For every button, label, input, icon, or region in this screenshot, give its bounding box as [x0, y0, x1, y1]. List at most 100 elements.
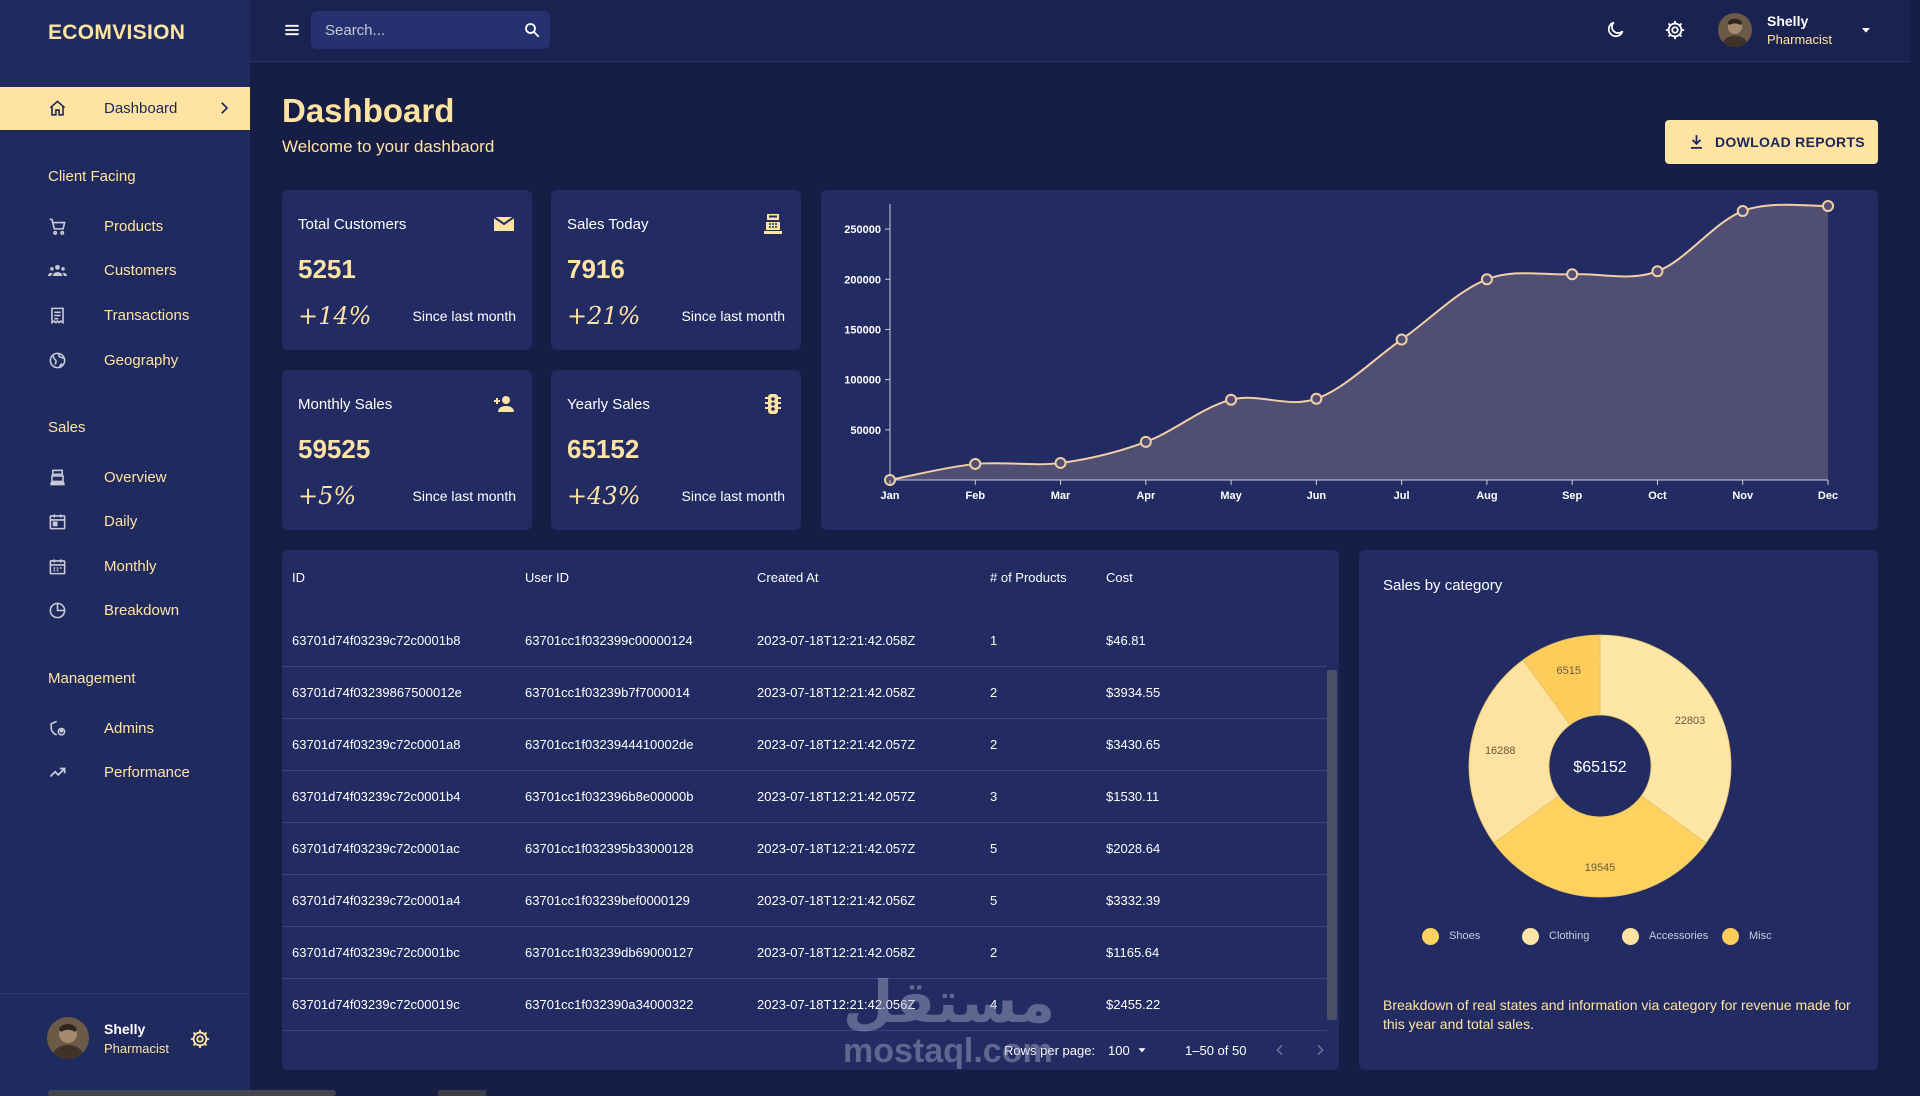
sidebar-item-dashboard[interactable]: Dashboard — [0, 87, 250, 130]
pie-slice[interactable] — [1522, 634, 1601, 726]
pie-slice[interactable] — [1493, 795, 1707, 898]
table-scrollbar[interactable] — [1327, 670, 1337, 1020]
search-icon[interactable] — [523, 21, 541, 39]
cell-cost: $46.81 — [1106, 633, 1146, 648]
search-input[interactable] — [325, 20, 505, 40]
mail-icon — [493, 216, 515, 231]
column-header-user-id[interactable]: User ID — [525, 570, 570, 585]
stat-change: +5% — [298, 482, 357, 510]
y-tick-label: 100000 — [844, 375, 881, 387]
cell-cost: $1165.64 — [1106, 945, 1160, 960]
user-role: Pharmacist — [104, 1041, 170, 1056]
gear-icon[interactable] — [189, 1028, 211, 1050]
cell-id: 63701d74f03239c72c00019c — [292, 997, 460, 1012]
table-row[interactable]: 63701d74f03239c72c0001ac 63701cc1f032395b… — [282, 823, 1327, 875]
slice-label: 19545 — [1585, 862, 1616, 874]
stat-value: 65152 — [567, 434, 640, 464]
column-header-cost[interactable]: Cost — [1106, 570, 1133, 585]
data-point[interactable] — [1566, 268, 1579, 281]
sidebar-item-customers[interactable]: Customers — [0, 255, 250, 285]
stat-change: +21% — [567, 302, 641, 330]
download-reports-label: DOWLOAD REPORTS — [1715, 134, 1865, 150]
dark-mode-icon[interactable] — [1605, 19, 1626, 40]
x-tick-label: Nov — [1732, 490, 1754, 502]
trending-up-icon — [49, 767, 66, 778]
table-row[interactable]: 63701d74f03239c72c0001b8 63701cc1f032399c… — [282, 615, 1327, 667]
sidebar-item-transactions[interactable]: Transactions — [0, 300, 250, 330]
sidebar-item-daily[interactable]: Daily — [0, 506, 250, 536]
sidebar-item-label: Dashboard — [104, 100, 178, 117]
section-management: Management — [48, 670, 136, 687]
data-point[interactable] — [1822, 200, 1834, 213]
sales-line-chart-card: Jan Feb Mar Apr May Jun Jul Aug Sep Oct Nov Dec 5000… — [821, 190, 1878, 530]
data-point[interactable] — [1054, 456, 1067, 469]
sidebar-item-performance[interactable]: Performance — [0, 757, 250, 787]
x-tick-label: Oct — [1648, 490, 1667, 502]
home-icon — [49, 100, 66, 116]
stat-since: Since last month — [412, 488, 517, 504]
table-row[interactable]: 63701d74f03239c72c0001a8 63701cc1f0323944… — [282, 719, 1327, 771]
avatar[interactable] — [1718, 13, 1752, 47]
page-scrollbar-track[interactable] — [1910, 0, 1920, 1096]
data-point[interactable] — [1651, 265, 1664, 278]
arrow-drop-down-icon[interactable] — [1858, 22, 1874, 38]
sidebar-item-breakdown[interactable]: Breakdown — [0, 595, 250, 625]
data-point[interactable] — [1480, 273, 1493, 286]
sidebar-item-products[interactable]: Products — [0, 211, 250, 241]
pie-slice[interactable] — [1599, 634, 1732, 844]
column-header-id[interactable]: ID — [292, 570, 305, 585]
table-row[interactable]: 63701d74f03239c72c0001a4 63701cc1f03239be… — [282, 875, 1327, 927]
table-row[interactable]: 63701d74f03239c72c0001bc 63701cc1f03239db… — [282, 927, 1327, 979]
data-point[interactable] — [1395, 333, 1408, 346]
pie-slice[interactable] — [1468, 659, 1571, 844]
download-reports-button[interactable]: DOWLOAD REPORTS — [1665, 120, 1878, 164]
stat-card-yearly-sales: Yearly Sales 65152 +43% Since last month — [551, 370, 801, 530]
sidebar-item-admins[interactable]: Admins — [0, 713, 250, 743]
sidebar-item-monthly[interactable]: Monthly — [0, 551, 250, 581]
data-point[interactable] — [1736, 205, 1749, 218]
data-point[interactable] — [1310, 392, 1323, 405]
sidebar-item-overview[interactable]: Overview — [0, 462, 250, 492]
transactions-table: ID User ID Created At # of Products Cost… — [282, 550, 1339, 1070]
section-client-facing: Client Facing — [48, 168, 136, 185]
legend-label: Misc — [1749, 930, 1772, 942]
user-name[interactable]: Shelly — [1767, 13, 1809, 29]
data-point[interactable] — [1225, 393, 1238, 406]
data-point[interactable] — [969, 457, 982, 470]
y-tick-label: 250000 — [844, 224, 881, 236]
avatar[interactable] — [47, 1017, 89, 1059]
sidebar-divider — [0, 993, 248, 994]
chevron-left-icon[interactable] — [1272, 1042, 1288, 1058]
horizontal-scrollbar[interactable] — [48, 1090, 336, 1096]
cell-created-at: 2023-07-18T12:21:42.057Z — [757, 789, 916, 804]
slice-label: 6515 — [1557, 665, 1581, 677]
rows-per-page-label: Rows per page: — [1004, 1043, 1096, 1058]
cell-products: 5 — [990, 893, 998, 908]
horizontal-scrollbar-segment[interactable] — [438, 1090, 486, 1096]
pie-chart-icon — [49, 602, 66, 619]
legend-label: Accessories — [1649, 930, 1709, 942]
table-row[interactable]: 63701d74f03239c72c00019c 63701cc1f032390a… — [282, 979, 1327, 1031]
cell-cost: $2455.22 — [1106, 997, 1161, 1012]
settings-icon[interactable] — [1664, 19, 1686, 41]
sidebar-item-geography[interactable]: Geography — [0, 345, 250, 375]
column-header-created-at[interactable]: Created At — [757, 570, 819, 585]
calendar-today-icon — [49, 514, 66, 530]
cell-user-id: 63701cc1f032395b33000128 — [525, 841, 694, 856]
sidebar-item-label: Customers — [104, 262, 177, 279]
chevron-right-icon[interactable] — [1312, 1042, 1328, 1058]
table-row[interactable]: 63701d74f03239867500012e 63701cc1f03239b7… — [282, 667, 1327, 719]
chevron-right-icon — [221, 102, 229, 114]
x-tick-label: Jan — [881, 490, 900, 502]
table-row[interactable]: 63701d74f03239c72c0001b4 63701cc1f032396b… — [282, 771, 1327, 823]
section-sales: Sales — [48, 419, 86, 436]
pie-title: Sales by category — [1383, 577, 1503, 594]
rows-per-page-select[interactable]: 100 — [1108, 1043, 1130, 1058]
menu-icon[interactable] — [282, 20, 302, 40]
data-point[interactable] — [1139, 435, 1152, 448]
stat-title: Sales Today — [567, 216, 649, 233]
arrow-drop-down-icon[interactable] — [1135, 1043, 1149, 1057]
column-header-products[interactable]: # of Products — [990, 570, 1067, 585]
legend-swatch — [1422, 928, 1439, 945]
sidebar-item-label: Breakdown — [104, 602, 180, 619]
